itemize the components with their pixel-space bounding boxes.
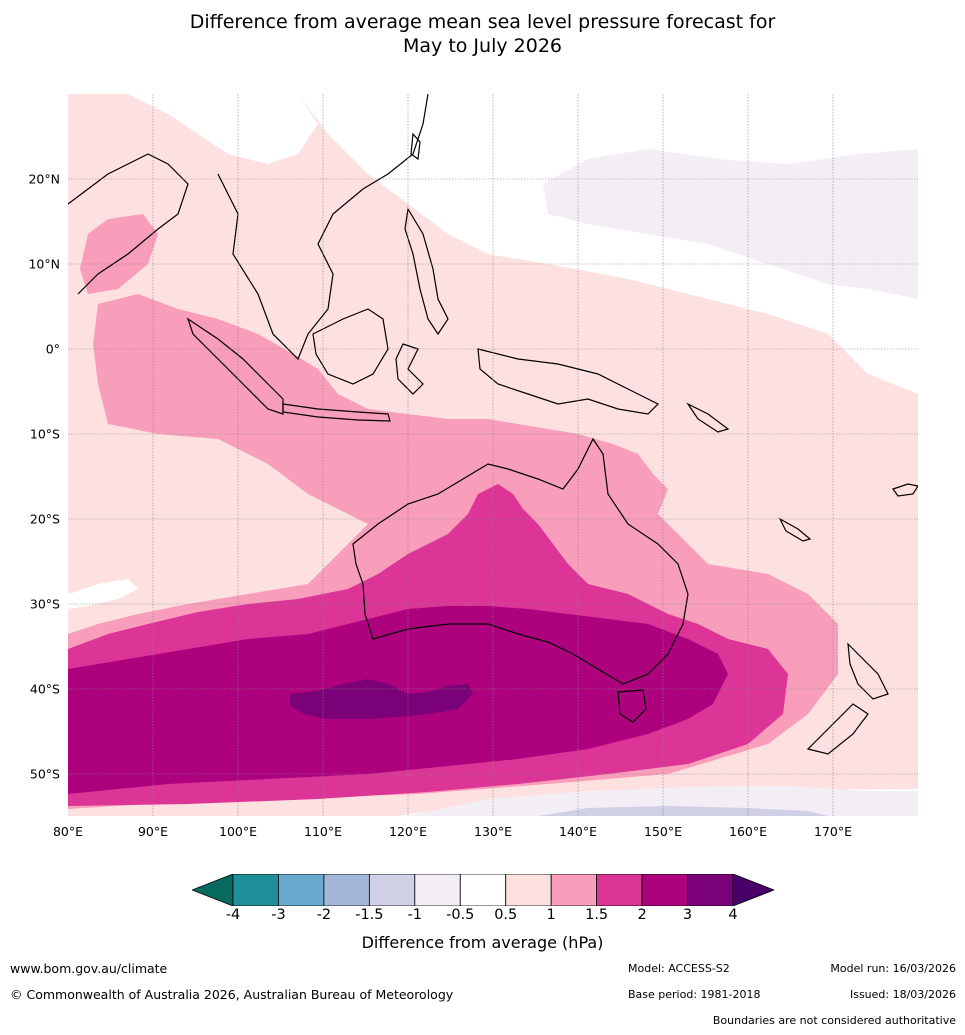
lon-label-160e: 160°E: [728, 824, 768, 839]
band-minus-0.5-south: [408, 786, 918, 816]
footer-website: www.bom.gov.au/climate: [10, 961, 168, 976]
colorbar-segment: [459, 874, 507, 906]
lon-label-130e: 130°E: [473, 824, 513, 839]
colorbar-arrow-low: [192, 874, 234, 906]
coast-indochina: [217, 94, 429, 361]
coast-nz-north: [847, 642, 889, 700]
coast-taiwan: [410, 132, 421, 161]
coast-fiji: [892, 483, 918, 497]
band-neutral-northwest: [128, 94, 318, 164]
coast-java: [282, 403, 391, 422]
footer-copyright: © Commonwealth of Australia 2026, Austra…: [10, 987, 454, 1002]
band-minus-1-south: [538, 806, 828, 816]
colorbar-tick-label: 1.5: [585, 907, 609, 923]
colorbar-tick-label: 2: [637, 907, 647, 923]
lon-label-110e: 110°E: [303, 824, 343, 839]
pressure-anomaly-map: [68, 94, 918, 816]
colorbar-segments: [192, 874, 774, 906]
lat-label-50s: 50°S: [29, 766, 60, 782]
colorbar-tick-label: 0.5: [494, 907, 518, 923]
coast-new-caledonia: [778, 517, 812, 542]
colorbar-tick-label: -4: [225, 907, 241, 923]
coast-solomons: [686, 402, 730, 433]
lon-label-100e: 100°E: [218, 824, 258, 839]
colorbar-segment: [505, 874, 552, 906]
band-neutral-southwest-inlet: [68, 579, 138, 609]
colorbar: [192, 874, 774, 906]
map-title: Difference from average mean sea level p…: [0, 10, 965, 58]
coast-new-guinea: [477, 348, 660, 415]
lon-label-170e: 170°E: [813, 824, 853, 839]
coastlines: [68, 94, 918, 755]
coast-borneo: [312, 308, 389, 385]
colorbar-segment: [414, 874, 461, 906]
map-canvas: [68, 94, 918, 816]
coast-sumatra: [186, 317, 284, 415]
coast-india: [68, 153, 189, 295]
colorbar-tick-label: 4: [728, 907, 738, 923]
coast-nz-south: [806, 703, 869, 755]
colorbar-segment: [641, 874, 688, 906]
lat-label-40s: 40°S: [29, 681, 60, 697]
colorbar-segment: [232, 874, 279, 906]
colorbar-segment: [278, 874, 325, 906]
colorbar-segment: [368, 874, 416, 906]
lon-label-120e: 120°E: [388, 824, 428, 839]
colorbar-arrow-high: [732, 874, 774, 906]
coast-philippines: [404, 207, 449, 336]
colorbar-segment: [550, 874, 598, 906]
band-minus-0.5-north-pacific: [543, 149, 918, 299]
coast-australia: [352, 437, 689, 685]
lat-label-20n: 20°N: [28, 171, 60, 187]
colorbar-segment: [687, 874, 734, 906]
lat-label-20s: 20°S: [29, 511, 60, 527]
colorbar-tick-label: -1: [407, 907, 423, 923]
colorbar-tick-label: 3: [682, 907, 693, 923]
footer-base-period: Base period: 1981-2018: [628, 988, 761, 1001]
coast-tasmania: [617, 689, 647, 723]
colorbar-title: Difference from average (hPa): [361, 933, 604, 952]
title-line-1: Difference from average mean sea level p…: [189, 11, 776, 33]
lat-label-0: 0°: [45, 341, 60, 357]
footer-disclaimer: Boundaries are not considered authoritat…: [712, 1014, 956, 1027]
lon-label-80e: 80°E: [52, 824, 84, 839]
footer-issued: Issued: 18/03/2026: [849, 988, 956, 1001]
lon-label-90e: 90°E: [137, 824, 169, 839]
colorbar-tick-label: -3: [271, 907, 286, 923]
lat-label-10s: 10°S: [29, 426, 60, 442]
colorbar-tick-label: -1.5: [355, 907, 384, 923]
band-1-1.5-bay-of-bengal: [80, 214, 158, 294]
graticule: [68, 94, 918, 816]
lat-label-30s: 30°S: [29, 596, 60, 612]
lat-label-10n: 10°N: [28, 256, 60, 272]
colorbar-segment: [323, 874, 370, 906]
footer-model-run: Model run: 16/03/2026: [830, 962, 956, 975]
coast-sulawesi: [395, 343, 424, 395]
colorbar-tick-label: -2: [316, 907, 332, 923]
colorbar-tick-label: 1: [546, 907, 556, 923]
colorbar-tick-label: -0.5: [446, 907, 475, 923]
title-line-2: May to July 2026: [403, 35, 562, 57]
footer-model: Model: ACCESS-S2: [628, 962, 730, 975]
colorbar-segment: [596, 874, 643, 906]
lon-label-140e: 140°E: [558, 824, 598, 839]
lon-label-150e: 150°E: [643, 824, 683, 839]
